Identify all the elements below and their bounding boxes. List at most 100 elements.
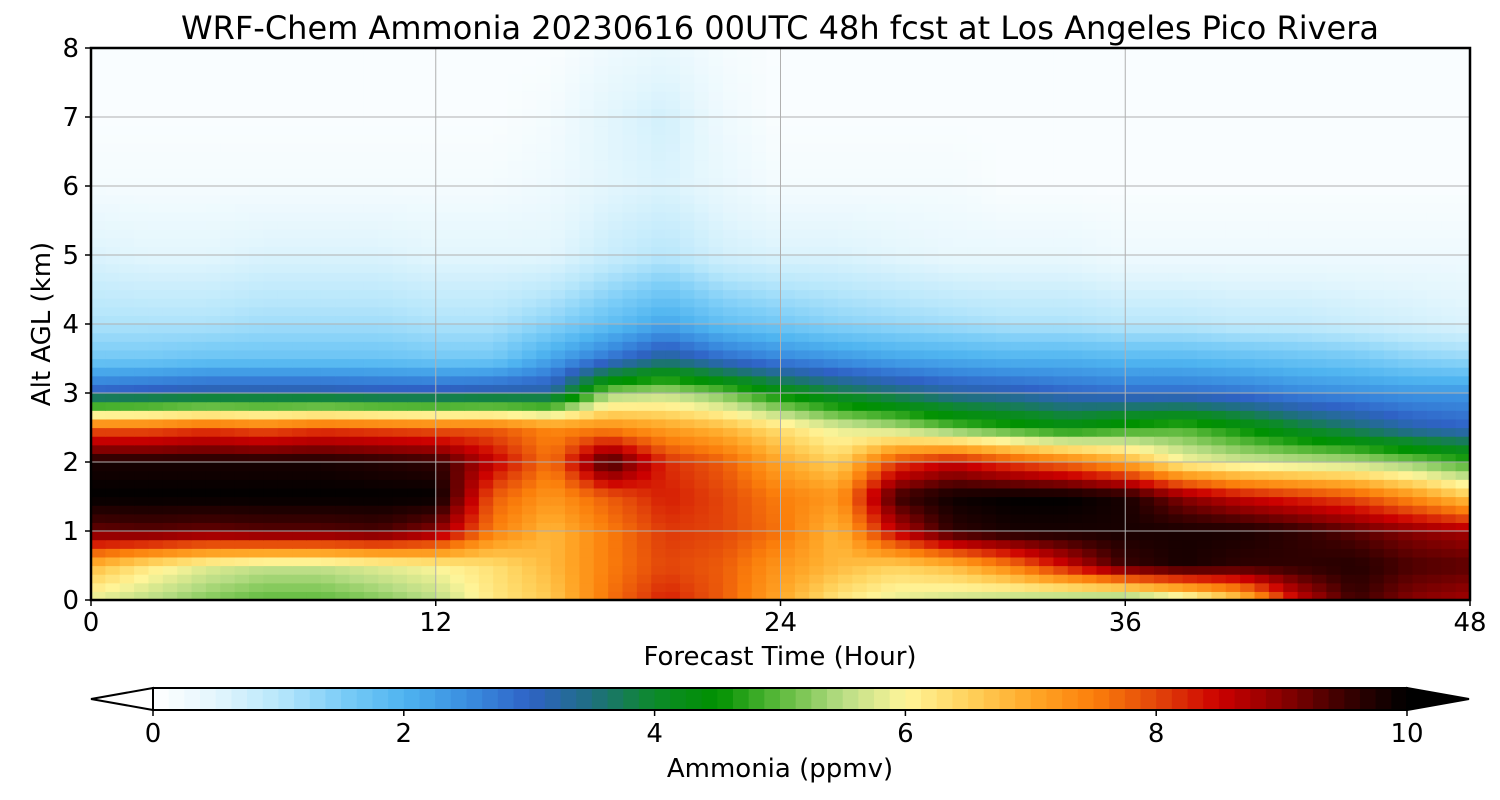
heatmap-cell — [723, 280, 738, 291]
heatmap-cell — [162, 548, 178, 558]
heatmap-cell — [521, 186, 537, 196]
heatmap-cell — [277, 168, 293, 178]
heatmap-cell — [1383, 444, 1399, 454]
heatmap-cell — [1326, 384, 1342, 394]
heatmap-cell — [464, 220, 480, 230]
heatmap-cell — [521, 401, 537, 411]
heatmap-cell — [392, 565, 408, 575]
heatmap-cell — [177, 263, 193, 273]
heatmap-cell — [407, 384, 422, 394]
heatmap-cell — [1053, 384, 1069, 394]
heatmap-cell — [1053, 186, 1069, 196]
heatmap-cell — [924, 341, 940, 351]
heatmap-cell — [823, 306, 839, 316]
heatmap-cell — [1326, 539, 1342, 549]
heatmap-cell — [1096, 496, 1112, 506]
heatmap-cell — [1096, 246, 1112, 256]
heatmap-cell — [478, 349, 494, 360]
heatmap-cell — [837, 237, 853, 247]
heatmap-cell — [723, 324, 738, 334]
heatmap-cell — [349, 539, 365, 549]
heatmap-cell — [277, 186, 293, 196]
heatmap-cell — [1067, 315, 1083, 325]
heatmap-cell — [1225, 513, 1241, 523]
heatmap-cell — [507, 315, 523, 325]
heatmap-cell — [593, 315, 609, 325]
heatmap-cell — [493, 229, 509, 239]
heatmap-cell — [464, 470, 480, 480]
heatmap-cell — [766, 410, 782, 420]
heatmap-cell — [1326, 160, 1342, 170]
heatmap-cell — [1455, 168, 1471, 178]
heatmap-cell — [191, 255, 207, 265]
heatmap-cell — [249, 160, 264, 170]
heatmap-cell — [665, 306, 681, 316]
heatmap-cell — [292, 280, 308, 291]
heatmap-cell — [1426, 168, 1442, 178]
heatmap-cell — [435, 496, 451, 506]
heatmap-cell — [521, 151, 537, 161]
heatmap-cell — [1297, 375, 1313, 385]
heatmap-cell — [1254, 315, 1270, 325]
heatmap-cell — [105, 349, 121, 360]
heatmap-cell — [234, 548, 250, 558]
heatmap-cell — [450, 263, 466, 273]
heatmap-cell — [507, 418, 523, 429]
heatmap-cell — [852, 505, 868, 515]
heatmap-cell — [1125, 203, 1141, 213]
heatmap-cell — [91, 444, 106, 454]
heatmap-cell — [852, 298, 868, 308]
heatmap-cell — [1139, 168, 1155, 178]
heatmap-cell — [1383, 315, 1399, 325]
heatmap-cell — [967, 444, 983, 454]
heatmap-cell — [91, 237, 106, 247]
heatmap-cell — [679, 418, 695, 429]
heatmap-cell — [737, 263, 753, 273]
heatmap-cell — [981, 289, 997, 299]
heatmap-cell — [1254, 393, 1270, 403]
heatmap-cell — [723, 522, 738, 532]
heatmap-cell — [967, 324, 983, 334]
heatmap-cell — [1197, 427, 1213, 437]
heatmap-cell — [651, 470, 667, 480]
heatmap-cell — [320, 315, 336, 325]
heatmap-cell — [651, 410, 667, 420]
heatmap-cell — [205, 349, 221, 360]
heatmap-cell — [1426, 582, 1442, 592]
heatmap-cell — [1010, 591, 1026, 601]
heatmap-cell — [565, 418, 580, 429]
heatmap-cell — [665, 151, 681, 161]
heatmap-cell — [881, 160, 897, 170]
heatmap-cell — [1254, 487, 1270, 498]
heatmap-cell — [1326, 453, 1342, 463]
heatmap-cell — [91, 272, 106, 282]
heatmap-cell — [679, 203, 695, 213]
heatmap-cell — [924, 151, 940, 161]
heatmap-cell — [1268, 470, 1284, 480]
heatmap-cell — [1082, 186, 1098, 196]
heatmap-cell — [852, 151, 868, 161]
heatmap-cell — [837, 462, 853, 472]
heatmap-cell — [1240, 401, 1256, 411]
heatmap-cell — [191, 203, 207, 213]
heatmap-cell — [1240, 453, 1256, 463]
heatmap-cell — [234, 358, 250, 368]
heatmap-cell — [1326, 427, 1342, 437]
heatmap-cell — [1125, 177, 1141, 187]
heatmap-cell — [852, 315, 868, 325]
heatmap-cell — [852, 462, 868, 472]
heatmap-cell — [1211, 393, 1227, 403]
heatmap-cell — [1340, 151, 1356, 161]
heatmap-cell — [1096, 255, 1112, 265]
heatmap-cell — [995, 203, 1011, 213]
heatmap-cell — [694, 548, 710, 558]
heatmap-cell — [1268, 513, 1284, 523]
heatmap-cell — [1211, 203, 1227, 213]
heatmap-cell — [249, 496, 264, 506]
heatmap-cell — [234, 436, 250, 446]
heatmap-cell — [809, 358, 825, 368]
heatmap-cell — [392, 203, 408, 213]
heatmap-cell — [1240, 367, 1256, 377]
heatmap-cell — [809, 186, 825, 196]
heatmap-cell — [407, 220, 422, 230]
